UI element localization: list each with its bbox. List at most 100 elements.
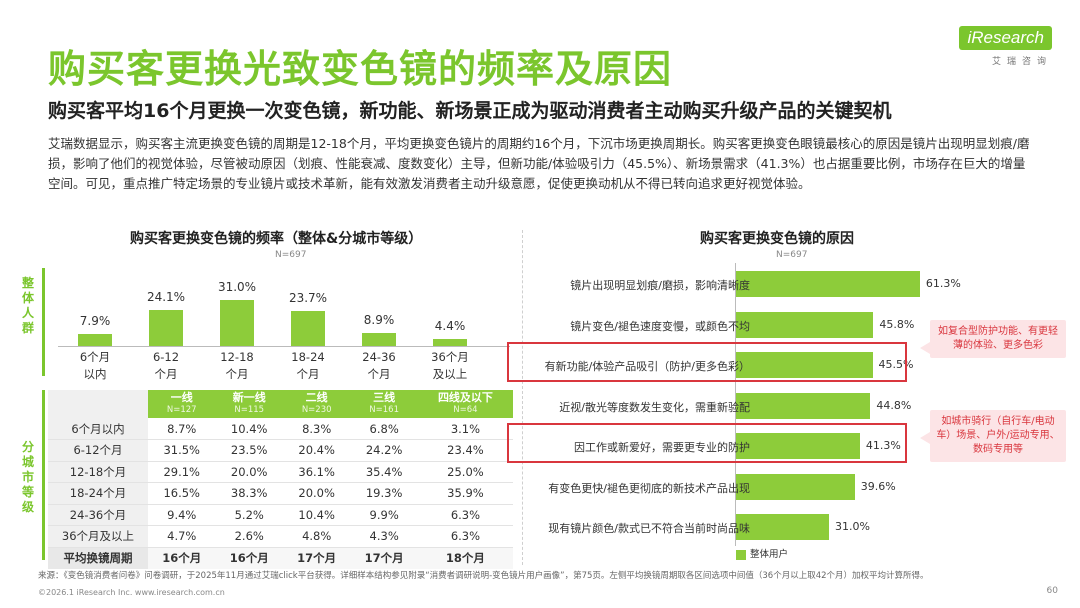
brand-logo: iResearch 艾瑞咨询 — [959, 26, 1052, 67]
col-header: 新一线 N=115 — [215, 390, 283, 418]
overall-group-label: 整体人群 — [21, 276, 34, 335]
reason-chart-title: 购买客更换变色镜的原因 — [700, 231, 854, 247]
panel-divider — [522, 230, 523, 565]
reason-axis — [735, 263, 736, 546]
row-label: 平均换镜周期 — [48, 547, 148, 569]
row-label: 24-36个月 — [48, 504, 148, 526]
reason-category-label: 因工作或新爱好，需要更专业的防护 — [574, 441, 750, 454]
freq-bar — [78, 334, 112, 346]
reason-bar — [736, 514, 829, 540]
reason-bar — [736, 433, 860, 459]
row-label: 6个月以内 — [48, 418, 148, 440]
table-cell: 9.4% — [148, 504, 216, 526]
reason-category-label: 镜片出现明显划痕/磨损，影响清晰度 — [570, 279, 750, 292]
copyright: ©2026.1 iResearch Inc. www.iresearch.com… — [38, 588, 225, 597]
freq-bar — [149, 310, 183, 346]
table-cell: 25.0% — [417, 461, 513, 483]
page-title: 购买客更换光致变色镜的频率及原因 — [48, 47, 673, 91]
reason-category-label: 近视/散光等度数发生变化，需重新验配 — [559, 400, 750, 414]
freq-category-label: 24-36 个月 — [362, 350, 396, 381]
col-n: N=161 — [369, 405, 399, 415]
intro-paragraph: 艾瑞数据显示，购买客主流更换变色镜的周期是12-18个月，平均更换变色镜片的周期… — [48, 136, 1030, 191]
col-name: 一线 — [170, 391, 193, 404]
reason-legend: 整体用户 — [736, 546, 788, 560]
table-row: 12-18个月 29.1% 20.0% 36.1% 35.4% 25.0% — [48, 461, 513, 483]
table-cell: 16个月 — [148, 547, 216, 569]
table-cell: 23.5% — [215, 439, 283, 462]
reason-chart-n: N=697 — [776, 250, 808, 260]
table-cell: 19.3% — [350, 482, 418, 505]
freq-bar — [362, 332, 396, 346]
reason-value-label: 45.5% — [878, 358, 914, 371]
table-cell: 5.2% — [215, 504, 283, 526]
table-cell: 6.3% — [417, 504, 513, 526]
table-cell: 17个月 — [282, 547, 351, 569]
page-number: 60 — [1046, 586, 1058, 596]
table-header-row: 一线 N=127 新一线 N=115 二线 N=230 三线 N=161 四线及以下 N=… — [48, 390, 513, 418]
table-cell: 4.7% — [148, 525, 216, 548]
reason-category-label: 有新功能/体验产品吸引（防护/更多色彩） — [544, 360, 750, 373]
freq-bar — [433, 339, 467, 346]
table-corner — [48, 390, 148, 418]
highlight-box-new-scene — [507, 423, 907, 463]
row-label: 36个月及以上 — [48, 525, 148, 548]
col-header: 四线及以下 N=64 — [417, 390, 513, 418]
freq-value-label: 4.4% — [434, 319, 466, 334]
table-body: 6个月以内 8.7% 10.4% 8.3% 6.8% 3.1% 6-12个月 31.5% 23.… — [48, 418, 513, 569]
table-cell: 6.3% — [417, 525, 513, 548]
col-header: 三线 N=161 — [350, 390, 418, 418]
overall-group-line — [42, 268, 45, 376]
table-row: 6-12个月 31.5% 23.5% 20.4% 24.2% 23.4% — [48, 439, 513, 462]
table-cell: 20.0% — [282, 482, 351, 505]
col-name: 二线 — [305, 391, 328, 404]
city-group-line — [42, 390, 45, 560]
table-cell: 31.5% — [148, 439, 216, 462]
freq-baseline — [58, 346, 510, 347]
freq-bar — [220, 299, 254, 346]
logo-subtext: 艾瑞咨询 — [991, 57, 1052, 67]
callout-new-scene: 如城市骑行（自行车/电动车）场景、户外/运动专用、数码专用等 — [920, 410, 1066, 462]
col-name: 三线 — [373, 391, 396, 404]
table-cell: 10.4% — [215, 418, 283, 440]
table-cell: 38.3% — [215, 482, 283, 505]
freq-category-label: 6-12 个月 — [152, 350, 180, 381]
table-cell: 8.7% — [148, 418, 216, 440]
page-subtitle: 购买客平均16个月更换一次变色镜，新功能、新场景正成为驱动消费者主动购买升级产品… — [48, 100, 892, 122]
table-cell: 16个月 — [215, 547, 283, 569]
table-row: 24-36个月 9.4% 5.2% 10.4% 9.9% 6.3% — [48, 504, 513, 526]
col-header: 一线 N=127 — [148, 390, 216, 418]
logo-text: iResearch — [959, 26, 1052, 50]
callout-new-function: 如复合型防护功能、有更轻薄的体验、更多色彩 — [920, 320, 1066, 358]
table-cell: 16.5% — [148, 482, 216, 505]
table-cell: 23.4% — [417, 439, 513, 462]
reason-value-label: 61.3% — [925, 277, 961, 290]
col-n: N=127 — [166, 405, 197, 415]
col-header: 二线 N=230 — [282, 390, 351, 418]
freq-bar — [291, 310, 325, 346]
table-cell: 20.4% — [282, 439, 351, 462]
freq-value-label: 23.7% — [288, 290, 328, 305]
table-cell: 4.8% — [282, 525, 351, 548]
reason-bar — [736, 352, 873, 378]
table-cell: 18个月 — [417, 547, 513, 569]
freq-chart-title: 购买客更换变色镜的频率（整体&分城市等级） — [130, 231, 423, 247]
table-cell: 6.8% — [350, 418, 418, 440]
freq-value-label: 24.1% — [146, 290, 186, 305]
highlight-box-new-function — [507, 342, 907, 382]
city-group-label: 分城市等级 — [21, 440, 34, 514]
table-cell: 2.6% — [215, 525, 283, 548]
table-cell: 36.1% — [282, 461, 351, 483]
table-cell: 10.4% — [282, 504, 351, 526]
reason-bar — [736, 392, 871, 419]
reason-value-label: 31.0% — [835, 520, 870, 533]
table-cell: 4.3% — [350, 525, 418, 548]
table-cell: 17个月 — [350, 547, 418, 569]
table-cell: 9.9% — [350, 504, 418, 526]
table-row: 平均换镜周期 16个月 16个月 17个月 17个月 18个月 — [48, 547, 513, 569]
col-n: N=115 — [234, 405, 265, 415]
table-cell: 35.9% — [417, 482, 513, 505]
city-freq-table: 一线 N=127 新一线 N=115 二线 N=230 三线 N=161 四线及以下 N=… — [48, 390, 513, 569]
table-cell: 24.2% — [350, 439, 418, 462]
table-row: 36个月及以上 4.7% 2.6% 4.8% 4.3% 6.3% — [48, 525, 513, 548]
col-n: N=64 — [453, 405, 478, 415]
